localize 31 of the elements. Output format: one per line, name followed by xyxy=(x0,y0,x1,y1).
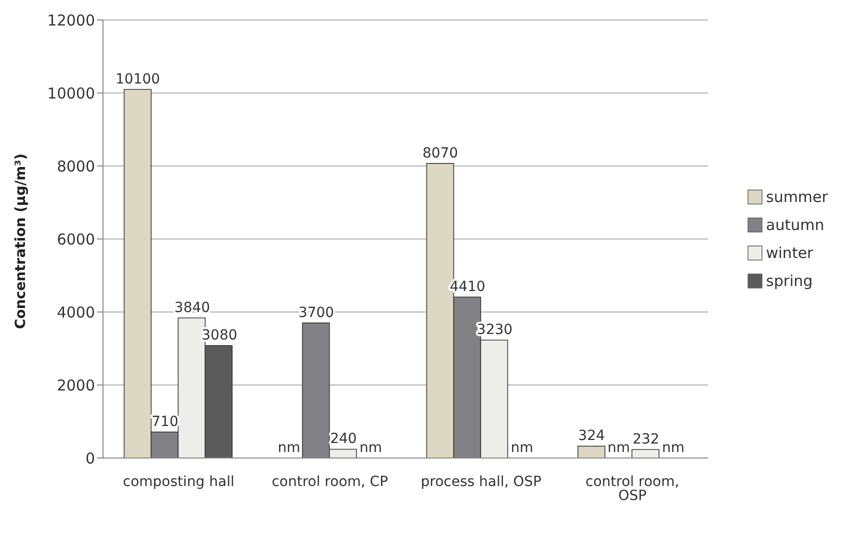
y-tick-label: 12000 xyxy=(47,11,95,30)
y-tick-label: 10000 xyxy=(47,84,95,102)
bar xyxy=(632,449,660,458)
data-label: 710 xyxy=(152,414,178,430)
data-label: 10100 xyxy=(116,71,160,88)
legend-label: autumn xyxy=(766,216,824,234)
x-tick-label: composting hall xyxy=(122,474,234,490)
text: nm xyxy=(608,440,630,456)
text: nm xyxy=(359,440,382,456)
x-tick-label: process hall, OSP xyxy=(420,474,542,490)
data-label: 324 xyxy=(578,428,605,444)
y-tick-label: 6000 xyxy=(56,230,95,248)
legend-label: spring xyxy=(766,272,813,290)
bar xyxy=(578,446,606,458)
data-label: 240 xyxy=(330,431,357,448)
legend-label: winter xyxy=(766,244,814,262)
text: nm xyxy=(278,440,300,456)
data-label: 232 xyxy=(632,432,660,448)
text: nm xyxy=(510,440,534,456)
legend-label: summer xyxy=(766,188,829,206)
data-label: 8070 xyxy=(422,145,458,162)
y-tick-label: 4000 xyxy=(56,303,95,322)
y-axis-title: Concentration (µg/m³) xyxy=(12,153,29,329)
data-label: 3700 xyxy=(298,304,334,321)
data-label: 3840 xyxy=(174,300,210,316)
y-tick-label: 8000 xyxy=(56,157,95,176)
text: nm xyxy=(662,440,684,456)
x-tick-label: control room, OSP xyxy=(586,474,680,504)
y-tick-label: 2000 xyxy=(56,376,95,394)
y-tick-label: 0 xyxy=(85,449,95,468)
x-tick-label: control room, CP xyxy=(272,474,388,490)
